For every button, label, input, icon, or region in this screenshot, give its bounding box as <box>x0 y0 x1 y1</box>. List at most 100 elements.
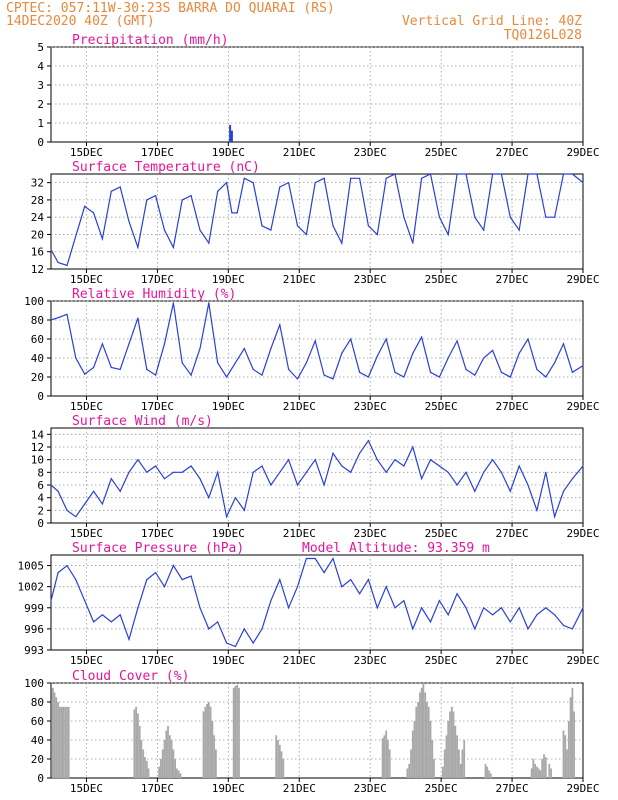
y-tick-label: 100 <box>24 677 44 690</box>
data-point <box>332 225 334 227</box>
bar <box>548 763 551 779</box>
data-point <box>545 216 547 218</box>
data-point <box>527 338 529 340</box>
data-point <box>190 465 192 467</box>
data-point <box>394 607 396 609</box>
bar <box>388 749 391 778</box>
y-tick-label: 8 <box>37 466 44 479</box>
data-point <box>509 216 511 218</box>
data-point <box>305 362 307 364</box>
data-point <box>66 565 68 567</box>
bar <box>539 770 542 778</box>
bar <box>66 706 68 779</box>
data-point <box>518 352 520 354</box>
data-point <box>101 614 103 616</box>
bar <box>410 749 412 778</box>
x-tick-label: 23DEC <box>354 654 387 667</box>
bar <box>202 711 205 778</box>
bar <box>461 749 464 778</box>
data-point <box>252 642 254 644</box>
x-tick-label: 19DEC <box>212 527 245 540</box>
header-model-code: TQ0126L028 <box>503 28 582 43</box>
y-tick-label: 0 <box>37 390 44 403</box>
data-point <box>376 233 378 236</box>
y-tick-label: 993 <box>24 644 44 657</box>
x-tick-label: 17DEC <box>141 146 174 159</box>
data-point <box>421 607 423 609</box>
x-tick-label: 23DEC <box>354 400 387 413</box>
x-tick-label: 23DEC <box>354 273 387 286</box>
data-point <box>217 190 219 192</box>
bar <box>230 130 233 142</box>
bar <box>534 763 536 779</box>
bar <box>415 706 418 779</box>
data-point <box>527 484 529 486</box>
bar <box>424 692 427 778</box>
bar <box>543 754 545 779</box>
x-tick-label: 19DEC <box>212 782 245 795</box>
data-point <box>231 212 233 214</box>
bar <box>571 687 574 779</box>
data-point <box>305 233 307 236</box>
panel-frame <box>50 173 584 270</box>
data-point <box>403 376 405 378</box>
bar <box>161 749 164 778</box>
data-point <box>562 490 565 492</box>
data-point <box>288 368 290 370</box>
bar <box>145 760 148 778</box>
data-point <box>181 579 183 581</box>
data-point <box>181 471 183 473</box>
data-point <box>208 497 210 499</box>
data-point <box>582 182 584 184</box>
y-tick-label: 20 <box>31 753 44 766</box>
data-point <box>456 173 458 175</box>
data-point <box>288 607 290 609</box>
series-line <box>50 302 584 380</box>
panel-annotation: Model Altitude: 93.359 m <box>302 541 490 556</box>
bar <box>60 706 63 779</box>
data-point <box>59 316 61 318</box>
data-point <box>155 572 157 574</box>
bar <box>165 730 168 778</box>
data-point <box>190 195 192 197</box>
y-tick-label: 28 <box>31 194 44 207</box>
data-point <box>84 503 86 505</box>
data-point <box>279 324 281 326</box>
data-point <box>394 371 396 373</box>
y-tick-label: 12 <box>31 441 44 454</box>
data-point <box>181 199 183 201</box>
data-point <box>582 365 584 367</box>
x-tick-label: 29DEC <box>566 400 599 413</box>
bar <box>59 706 61 779</box>
data-point <box>137 607 139 609</box>
bar <box>383 735 386 779</box>
bar <box>207 702 210 778</box>
data-point <box>403 216 405 218</box>
bar <box>176 768 178 778</box>
data-point <box>421 177 423 179</box>
x-tick-label: 21DEC <box>283 654 316 667</box>
data-point <box>376 459 378 461</box>
data-point <box>305 471 307 473</box>
y-tick-label: 40 <box>31 734 44 747</box>
data-point <box>155 195 157 197</box>
bar <box>229 124 232 142</box>
data-point <box>341 586 343 588</box>
data-point <box>190 575 192 577</box>
bar <box>532 759 535 778</box>
x-tick-label: 23DEC <box>354 527 387 540</box>
data-point <box>146 368 148 370</box>
y-tick-label: 20 <box>31 228 44 241</box>
data-point <box>261 628 263 630</box>
data-point <box>172 471 174 473</box>
x-tick-label: 23DEC <box>354 146 387 159</box>
data-point <box>350 471 352 473</box>
bar <box>569 697 572 779</box>
data-point <box>172 565 174 567</box>
data-point <box>50 484 52 486</box>
data-point <box>554 362 556 364</box>
data-point <box>190 374 192 376</box>
data-point <box>146 199 148 201</box>
data-point <box>385 586 387 588</box>
y-tick-label: 4 <box>37 60 44 73</box>
